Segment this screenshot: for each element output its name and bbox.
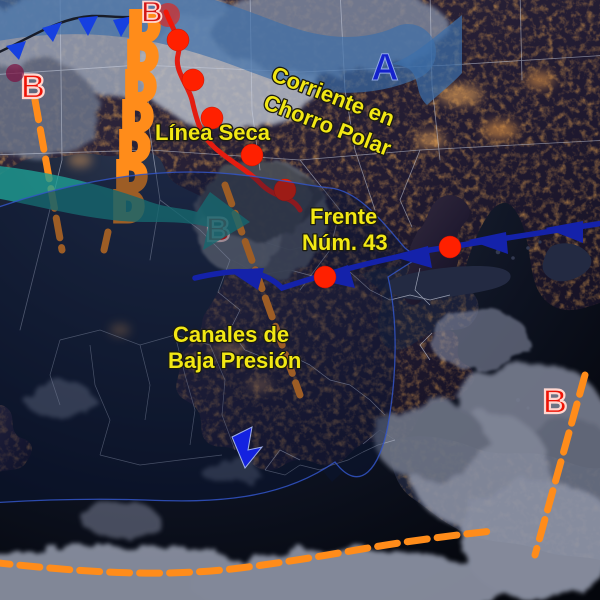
svg-text:Canales de: Canales de [173,322,289,347]
svg-text:Baja Presión: Baja Presión [168,348,301,373]
svg-text:Núm. 43: Núm. 43 [302,230,388,255]
svg-text:Frente: Frente [310,204,377,229]
svg-text:Línea Seca: Línea Seca [155,120,271,145]
